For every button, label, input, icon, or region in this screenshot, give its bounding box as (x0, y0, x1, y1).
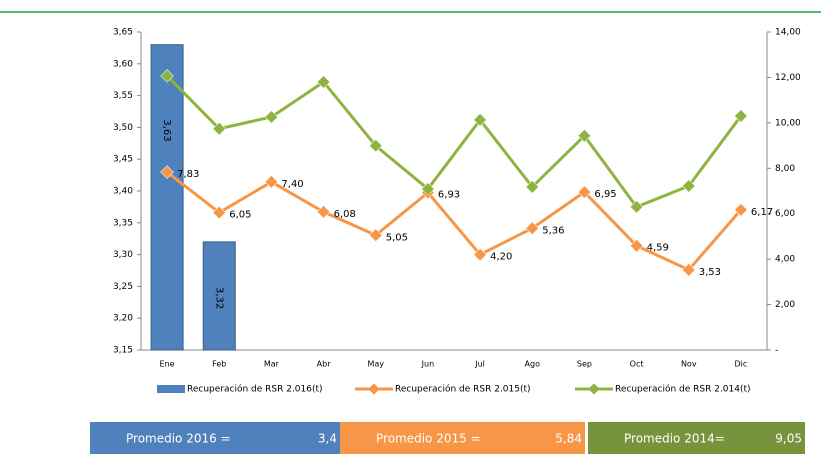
marker (264, 110, 279, 124)
summary-box (90, 422, 340, 454)
summary-value: 9,05 (775, 432, 802, 446)
value-label: 7,40 (281, 179, 303, 190)
marker (212, 122, 226, 136)
y2-tick-label: 10,00 (775, 118, 801, 128)
x-tick-label: Ago (525, 360, 541, 369)
y2-tick-label: 4,00 (775, 255, 795, 265)
y-tick-label: 3,20 (113, 314, 133, 324)
y-tick-label: 3,35 (113, 218, 133, 228)
value-label: 3,53 (699, 267, 721, 278)
y-tick-label: 3,45 (113, 155, 133, 165)
marker (629, 239, 644, 253)
y-tick-label: 3,50 (113, 123, 133, 133)
x-tick-label: May (367, 360, 384, 369)
legend-label: Recuperación de RSR 2.016(t) (187, 384, 323, 395)
value-label: 5,05 (386, 232, 408, 243)
legend-label: Recuperación de RSR 2.014(t) (615, 384, 751, 395)
marker (682, 263, 696, 277)
summary-label: Promedio 2015 = (376, 432, 481, 446)
x-tick-label: Oct (630, 360, 644, 369)
summary-label: Promedio 2014= (624, 432, 725, 446)
y-tick-label: 3,15 (113, 346, 133, 356)
summary-value: 5,84 (555, 432, 582, 446)
summary-box (588, 422, 805, 454)
marker (369, 139, 383, 153)
y2-tick-label: 8,00 (775, 164, 795, 174)
x-tick-label: Dic (735, 360, 748, 369)
value-label: 6,08 (334, 209, 356, 220)
bar (202, 241, 236, 351)
line (166, 170, 743, 272)
y2-tick-label: 12,00 (775, 73, 801, 83)
summary-box (340, 422, 585, 454)
bar-value-label: 3,63 (161, 119, 172, 141)
x-tick-label: Nov (681, 360, 697, 369)
y-tick-label: 3,55 (113, 91, 133, 101)
legend-marker (588, 383, 600, 395)
y2-tick-label: 6,00 (775, 209, 795, 219)
value-label: 6,95 (594, 189, 616, 200)
y2-tick-label: 14,00 (775, 28, 801, 38)
y2-tick-label: - (775, 346, 778, 356)
marker (421, 182, 435, 196)
summary-label: Promedio 2016 = (126, 432, 231, 446)
marker (734, 203, 748, 217)
legend-marker (368, 383, 380, 395)
marker (577, 185, 592, 199)
marker (160, 69, 174, 83)
y2-tick-label: 2,00 (775, 300, 795, 310)
x-tick-label: Sep (577, 360, 592, 369)
x-tick-label: Abr (317, 360, 332, 369)
marker (734, 109, 748, 123)
bar-value-label: 3,32 (213, 287, 224, 309)
y-tick-label: 3,40 (113, 187, 133, 197)
value-label: 6,93 (438, 190, 460, 201)
value-label: 5,36 (542, 225, 564, 236)
value-label: 4,59 (647, 243, 669, 254)
value-label: 7,83 (177, 169, 199, 180)
value-label: 6,17 (751, 207, 773, 218)
summary-value: 3,4 (318, 432, 337, 446)
y-tick-label: 3,30 (113, 250, 133, 260)
x-tick-label: Feb (212, 360, 226, 369)
x-tick-label: Mar (264, 360, 280, 369)
value-label: 4,20 (490, 252, 512, 263)
marker (473, 247, 487, 262)
marker (525, 180, 539, 194)
y-tick-label: 3,25 (113, 282, 133, 292)
marker (682, 179, 696, 193)
legend-label: Recuperación de RSR 2.015(t) (395, 384, 531, 395)
marker (316, 205, 331, 219)
line (166, 74, 743, 209)
x-tick-label: Ene (160, 360, 175, 369)
y-tick-label: 3,60 (113, 59, 133, 69)
value-label: 6,05 (229, 210, 251, 221)
marker (629, 200, 644, 214)
marker (473, 113, 487, 127)
x-tick-label: Jun (421, 360, 435, 369)
marker (577, 129, 592, 143)
y-tick-label: 3,65 (113, 28, 133, 38)
marker (160, 165, 174, 179)
bar (150, 44, 184, 351)
marker (316, 75, 331, 89)
marker (212, 205, 226, 220)
marker (369, 228, 383, 243)
marker (264, 175, 279, 189)
marker (525, 221, 539, 235)
x-tick-label: Jul (474, 360, 485, 369)
legend-swatch (157, 385, 185, 393)
